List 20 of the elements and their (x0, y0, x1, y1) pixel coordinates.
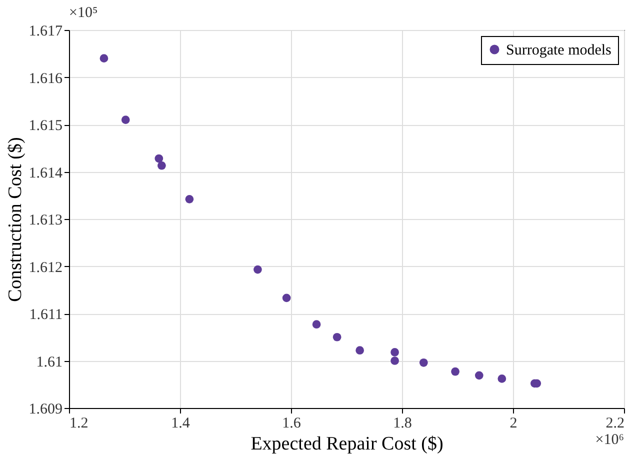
x-tick-label: 2.2 (606, 416, 624, 432)
x-axis-title: Expected Repair Cost ($) (250, 434, 444, 454)
legend-label: Surrogate models (506, 42, 612, 58)
y-tick-label: 1.613 (28, 212, 62, 228)
y-tick-label: 1.614 (28, 165, 63, 182)
text: ×10⁶ (595, 432, 624, 448)
x-tick-label: 1.8 (393, 416, 412, 432)
text: ×10⁵ (69, 5, 98, 21)
y-axis-title: Construction Cost ($) (4, 137, 26, 302)
y-tick-label: 1.611 (29, 307, 62, 323)
x-tick-label: 1.2 (70, 416, 88, 432)
y-tick-label: 1.61 (36, 354, 62, 370)
x-tick-label: 2 (510, 416, 518, 432)
x-tick-label: 1.4 (171, 416, 190, 432)
y-tick-label: 1.615 (28, 118, 62, 134)
y-tick-label: 1.616 (28, 70, 63, 87)
x-tick-label: 1.6 (282, 416, 302, 432)
y-tick-label: 1.617 (28, 24, 63, 40)
y-tick-label: 1.609 (28, 402, 62, 418)
y-tick-label: 1.612 (28, 260, 62, 276)
